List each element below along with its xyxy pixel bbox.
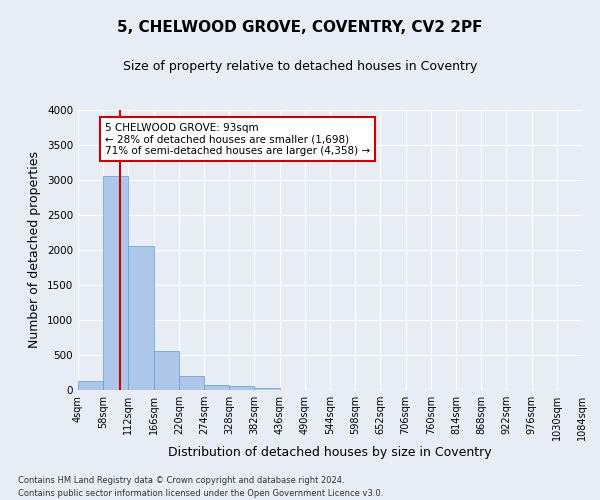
Text: Size of property relative to detached houses in Coventry: Size of property relative to detached ho… [123,60,477,73]
Text: Contains HM Land Registry data © Crown copyright and database right 2024.: Contains HM Land Registry data © Crown c… [18,476,344,485]
Bar [78,381,103,390]
Bar [254,388,280,390]
Bar [128,246,154,390]
Y-axis label: Number of detached properties: Number of detached properties [28,152,41,348]
Text: 5 CHELWOOD GROVE: 93sqm
← 28% of detached houses are smaller (1,698)
71% of semi: 5 CHELWOOD GROVE: 93sqm ← 28% of detache… [105,122,370,156]
Bar [179,376,204,390]
X-axis label: Distribution of detached houses by size in Coventry: Distribution of detached houses by size … [168,446,492,458]
Text: 5, CHELWOOD GROVE, COVENTRY, CV2 2PF: 5, CHELWOOD GROVE, COVENTRY, CV2 2PF [117,20,483,35]
Bar [204,385,229,390]
Bar [103,176,128,390]
Bar [154,351,179,390]
Text: Contains public sector information licensed under the Open Government Licence v3: Contains public sector information licen… [18,488,383,498]
Bar [229,386,254,390]
